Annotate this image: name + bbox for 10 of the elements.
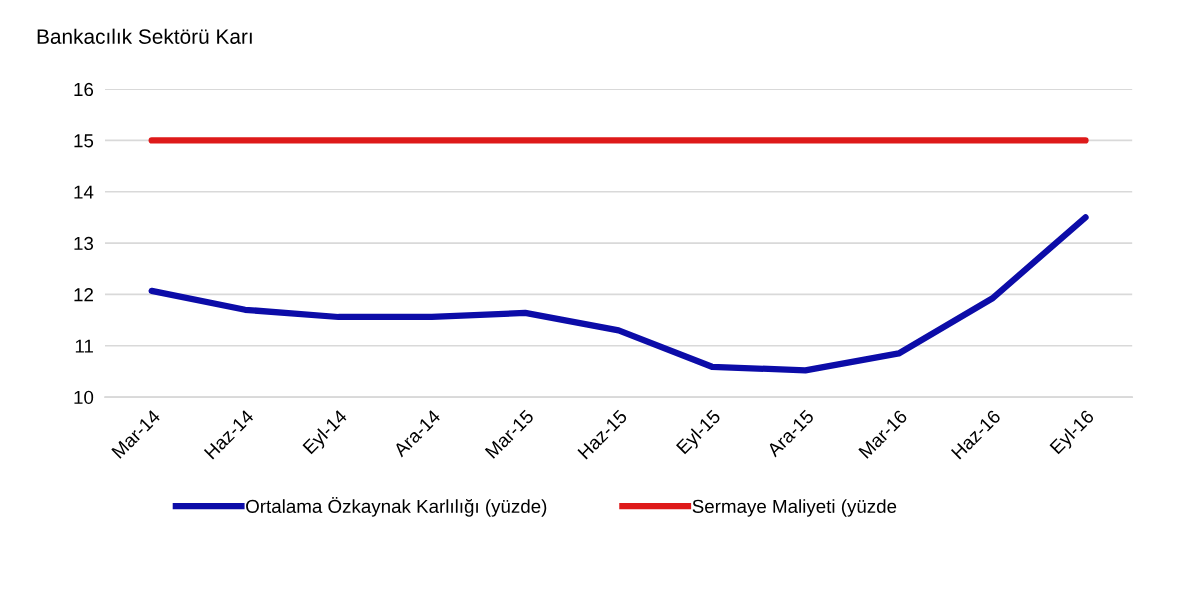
y-tick-label: 16 bbox=[74, 82, 94, 97]
y-tick-label: 13 bbox=[74, 236, 94, 251]
chart-title: Bankacılık Sektörü Karı bbox=[37, 28, 252, 44]
legend-label: Ortalama Özkaynak Karlılığı (yüzde) bbox=[246, 497, 547, 517]
y-tick-label: 14 bbox=[74, 185, 94, 199]
legend-label: Sermaye Maliyeti (yüzde bbox=[692, 499, 897, 517]
y-tick-label: 15 bbox=[74, 134, 94, 148]
y-tick-label: 12 bbox=[74, 288, 93, 302]
y-tick-label: 11 bbox=[75, 339, 93, 353]
y-tick-label: 10 bbox=[74, 390, 94, 405]
